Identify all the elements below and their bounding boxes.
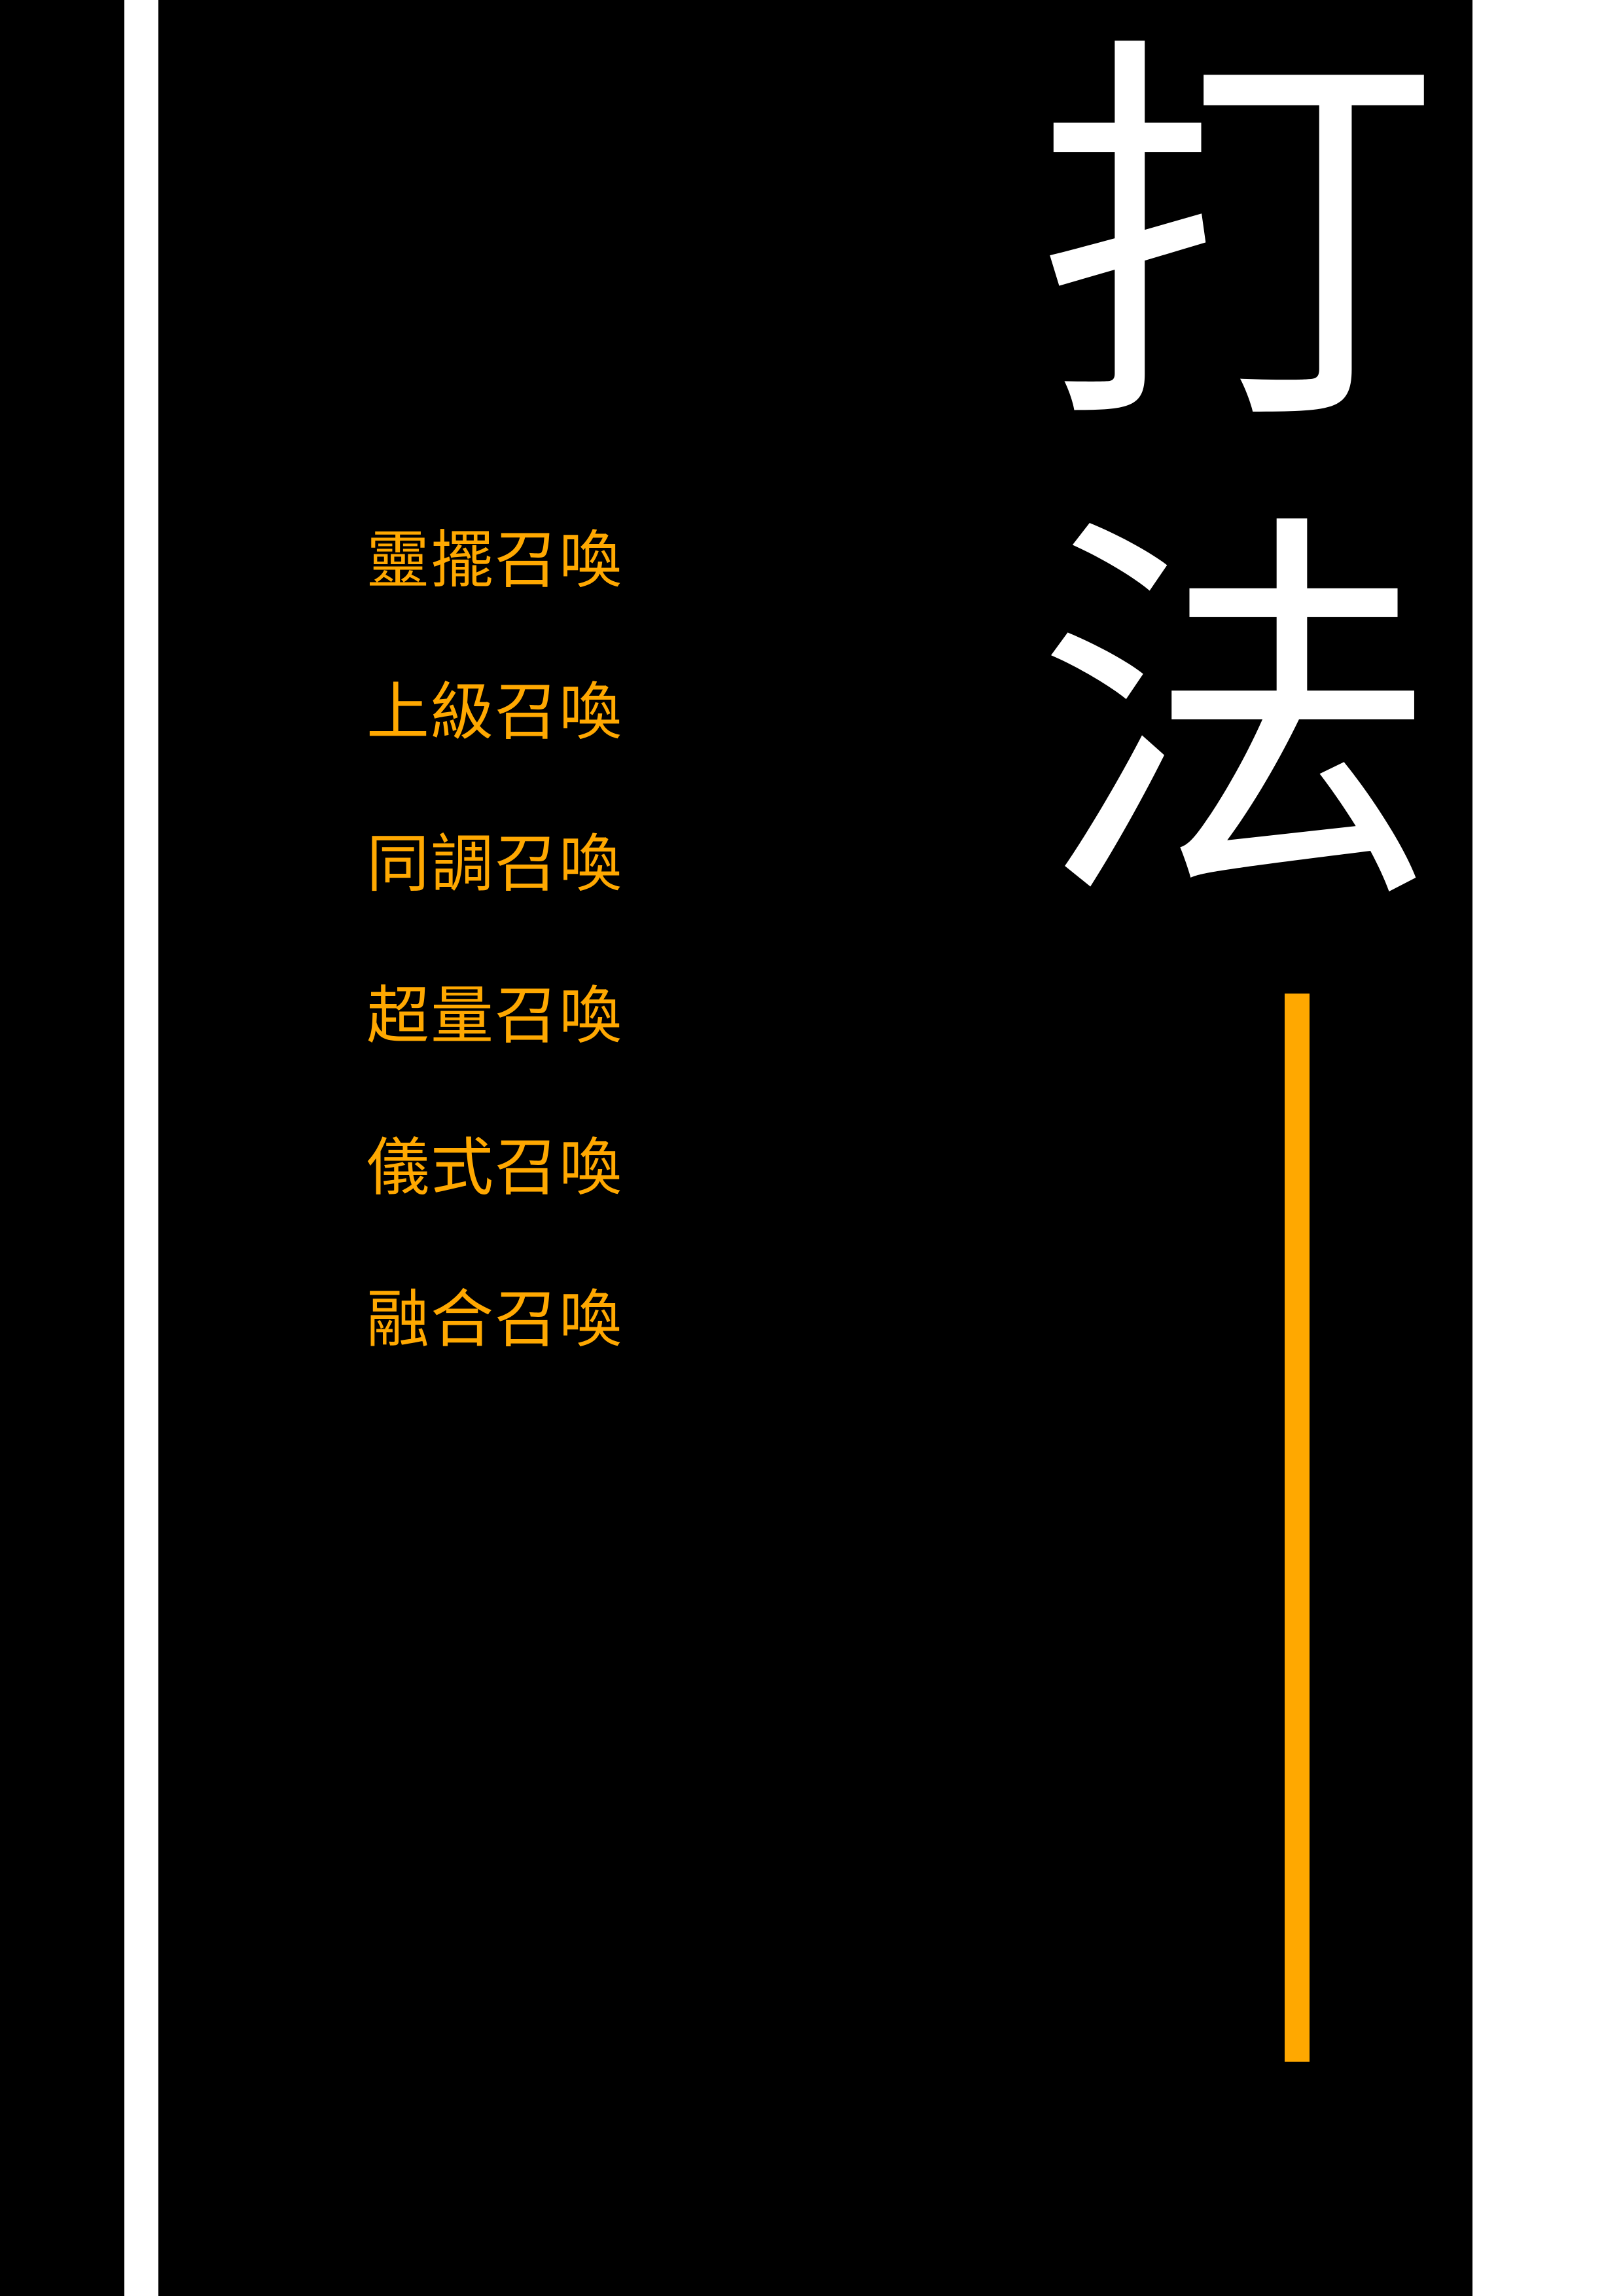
- summon-item-fusion: 融合召喚: [366, 1283, 623, 1356]
- page-title-char-2: 法: [1034, 484, 1440, 956]
- summon-item-ritual: 儀式召喚: [366, 1131, 623, 1204]
- summon-item-synchro: 同調召喚: [366, 827, 623, 901]
- summon-item-xyz: 超量召喚: [366, 979, 623, 1052]
- left-margin: [0, 0, 124, 2296]
- summon-item-tribute: 上級召喚: [366, 675, 623, 749]
- page-title-char-1: 打: [1034, 6, 1440, 478]
- content-panel: [158, 0, 1472, 2296]
- summon-item-pendulum: 靈擺召喚: [366, 524, 623, 597]
- accent-divider-bar: [1285, 994, 1310, 2062]
- summon-method-list: 靈擺召喚 上級召喚 同調召喚 超量召喚 儀式召喚 融合召喚: [366, 484, 668, 1395]
- left-white-stripe: [124, 0, 158, 2296]
- right-margin: [1472, 0, 1623, 2296]
